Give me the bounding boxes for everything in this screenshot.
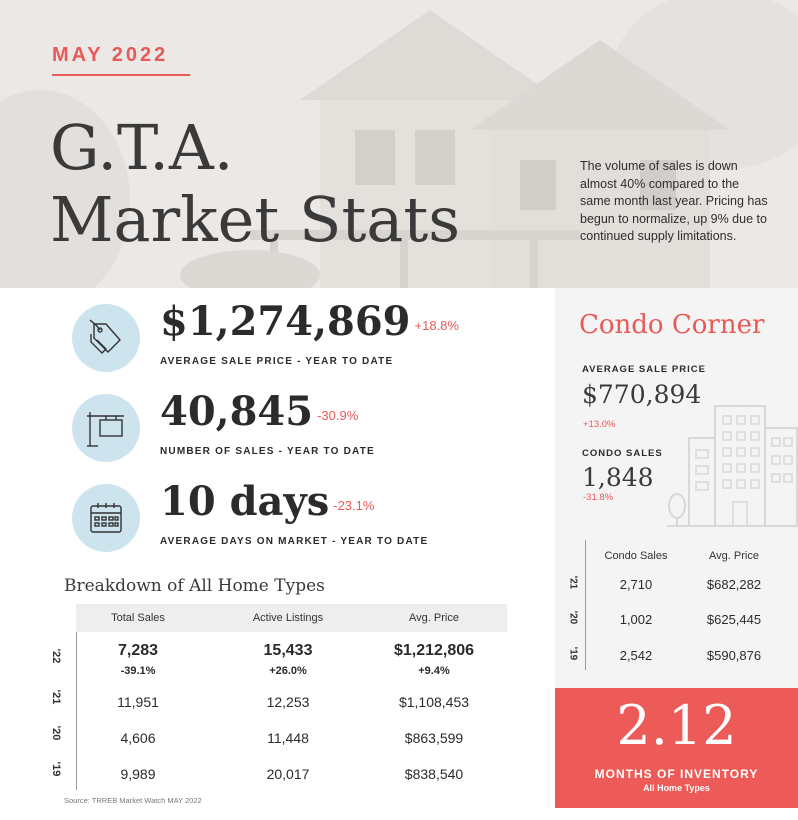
title-line-2: Market Stats	[50, 183, 461, 256]
condo-avg-price-change: +13.0%	[583, 419, 616, 430]
title-line-1: G.T.A.	[50, 111, 234, 184]
table-cell: 15,433 +26.0%	[263, 642, 313, 677]
year-label: '21	[50, 689, 62, 705]
table-cell: 2,542	[619, 648, 653, 663]
condo-avg-price-value: $770,894	[582, 380, 702, 409]
month-underline	[52, 74, 190, 76]
table-cell: 1,002	[619, 612, 653, 627]
condo-corner-title: Condo Corner	[579, 310, 765, 340]
condo-sales-value: 1,848	[582, 463, 654, 492]
stat-label: NUMBER OF SALES - YEAR TO DATE	[160, 446, 375, 457]
table-cell: 20,017	[266, 766, 310, 782]
report-month: MAY 2022	[52, 44, 169, 66]
breakdown-title: Breakdown of All Home Types	[64, 576, 325, 596]
column-header: Condo Sales	[604, 550, 668, 562]
price-tag-icon	[72, 304, 140, 372]
table-cell: $625,445	[706, 612, 762, 627]
table-cell: 9,989	[120, 766, 156, 782]
page-title: G.T.A. Market Stats	[50, 112, 460, 256]
table-row: 9,989 20,017 $838,540	[76, 766, 507, 802]
column-header: Active Listings	[252, 612, 324, 624]
table-row: 4,606 11,448 $863,599	[76, 730, 507, 766]
stat-value: $1,274,869 +18.8%	[160, 298, 459, 345]
table-cell: $590,876	[706, 648, 762, 663]
stat-days-on-market: 10 days -23.1% AVERAGE DAYS ON MARKET - Y…	[72, 478, 542, 554]
table-row: 1,002 $625,445	[555, 612, 798, 632]
year-label: '22	[50, 648, 62, 664]
source-note: Source: TRREB Market Watch MAY 2022	[64, 796, 202, 805]
calendar-icon	[72, 484, 140, 552]
inventory-sublabel: All Home Types	[643, 783, 710, 793]
column-header: Avg. Price	[409, 612, 459, 624]
table-cell: 12,253	[266, 694, 310, 710]
condo-corner-panel: Condo Corner AVERAGE SALE PRICE $770,894…	[555, 288, 798, 688]
breakdown-header-row: Total Sales Active Listings Avg. Price	[76, 604, 507, 632]
table-divider	[585, 540, 586, 670]
column-header: Total Sales	[111, 612, 165, 624]
stat-change: +18.8%	[414, 317, 459, 333]
months-of-inventory-box: 2.12 MONTHS OF INVENTORY All Home Types	[555, 688, 798, 808]
for-sale-sign-icon	[72, 394, 140, 462]
stat-average-sale-price: $1,274,869 +18.8% AVERAGE SALE PRICE - YE…	[72, 298, 542, 374]
table-cell: $838,540	[404, 766, 464, 782]
table-row: 7,283 -39.1% 15,433 +26.0% $1,212,806 +9.4%	[76, 642, 507, 678]
stat-value: 40,845 -30.9%	[160, 388, 359, 435]
table-row: 11,951 12,253 $1,108,453	[76, 694, 507, 730]
table-row: 2,710 $682,282	[555, 577, 798, 597]
stat-label: AVERAGE SALE PRICE - YEAR TO DATE	[160, 356, 394, 367]
table-cell: 7,283 -39.1%	[117, 642, 159, 677]
year-label: '19	[50, 761, 62, 777]
stat-change: -23.1%	[333, 497, 375, 513]
table-cell: $682,282	[706, 577, 762, 592]
stat-number-of-sales: 40,845 -30.9% NUMBER OF SALES - YEAR TO D…	[72, 388, 542, 464]
table-cell: 11,448	[267, 730, 309, 746]
stat-value: 10 days -23.1%	[160, 478, 375, 525]
table-cell: 11,951	[117, 694, 159, 710]
column-header: Avg. Price	[709, 550, 759, 562]
intro-paragraph: The volume of sales is down almost 40% c…	[580, 159, 768, 243]
table-divider	[76, 632, 77, 790]
inventory-label: MONTHS OF INVENTORY	[594, 767, 759, 781]
table-cell: $863,599	[404, 730, 464, 746]
header-banner: MAY 2022 G.T.A. Market Stats The volume …	[0, 0, 798, 288]
condo-sales-change: -31.8%	[583, 492, 614, 503]
year-label: '20	[50, 725, 62, 741]
inventory-value: 2.12	[616, 694, 737, 757]
table-cell: $1,108,453	[398, 694, 470, 710]
condo-sales-label: CONDO SALES	[582, 448, 663, 459]
table-cell: $1,212,806 +9.4%	[393, 642, 475, 677]
house-background-image	[0, 0, 798, 288]
table-cell: 4,606	[120, 730, 156, 746]
stat-label: AVERAGE DAYS ON MARKET - YEAR TO DATE	[160, 536, 429, 547]
table-row: 2,542 $590,876	[555, 648, 798, 668]
table-cell: 2,710	[619, 577, 653, 592]
stat-change: -30.9%	[317, 407, 359, 423]
condo-avg-price-label: AVERAGE SALE PRICE	[582, 364, 706, 375]
condo-buildings-icon	[667, 405, 798, 527]
